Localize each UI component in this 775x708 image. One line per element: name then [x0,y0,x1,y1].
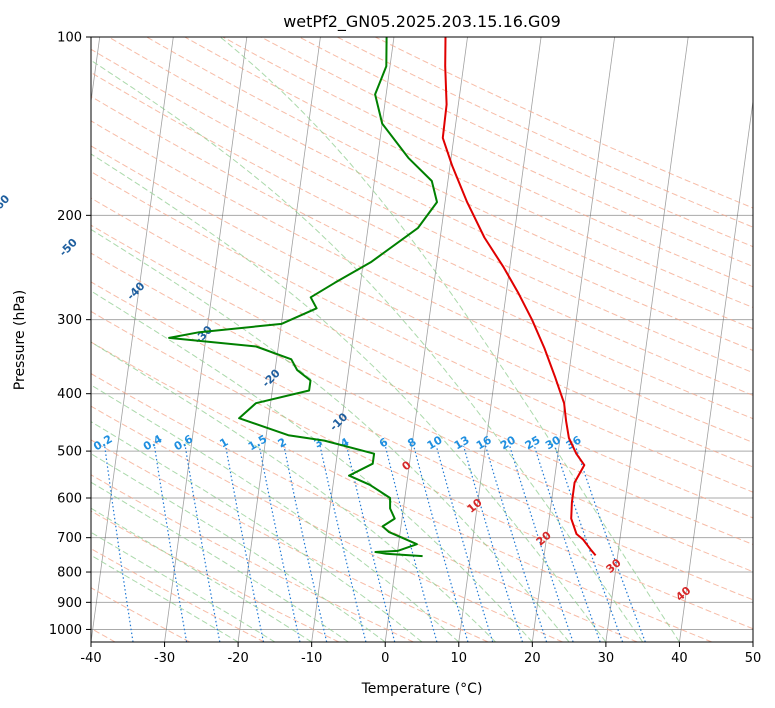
y-tick-label: 600 [57,492,82,507]
x-tick-label: 30 [598,651,615,666]
y-tick-label: 900 [57,596,82,611]
moist-adiabat-line [91,228,570,642]
y-tick-label: 100 [57,31,82,46]
dry-adiabat-line [91,224,753,546]
dry-adiabat-line [91,341,712,642]
moist-adiabat-line [91,341,496,642]
mixing-ratio-line [533,445,601,642]
dry-adiabat-line [91,48,753,374]
mixing-ratio-line [104,445,134,642]
dry-adiabat-line [260,37,753,268]
x-tick-label: 40 [671,651,688,666]
y-axis-title: Pressure (hPa) [12,290,28,390]
mixing-ratio-line [184,445,221,642]
dry-adiabat-line [91,145,753,468]
y-tick-label: 300 [57,313,82,328]
moist-adiabat-line [91,453,386,642]
y-tick-label: 500 [57,445,82,460]
moist-adiabat-line [91,153,607,642]
x-tick-label: 20 [524,651,541,666]
x-axis-title: Temperature (°C) [361,681,483,697]
isotherm-line [679,98,753,642]
dry-adiabat-line [91,120,753,444]
x-tick-label: 50 [745,651,762,666]
isotherm-line [605,37,689,642]
x-tick-label: -10 [301,651,322,666]
mixing-ratio-line [283,445,328,642]
x-tick-label: -40 [80,651,101,666]
dry-adiabat-line [91,310,753,630]
mixing-ratio-line [384,445,438,642]
dry-adiabat-line [146,37,753,330]
y-tick-label: 400 [57,387,82,402]
mixing-ratio-line [574,445,646,642]
mixing-ratio-line [319,445,367,642]
dry-adiabat-line [91,171,753,493]
mixing-ratio-line [258,445,301,642]
dry-adiabat-line [91,474,414,642]
x-tick-label: -20 [227,651,248,666]
isotherm-line [164,37,248,642]
y-tick-label: 800 [57,566,82,581]
x-tick-label: 0 [381,651,389,666]
dry-adiabat-line [108,37,753,351]
dry-adiabat-line [375,37,753,209]
moist-adiabat-line [219,37,680,642]
plot-frame [90,36,754,643]
dry-adiabat-line [298,37,753,248]
isotherm-line [458,37,542,642]
dry-adiabat-line [184,37,753,309]
mixing-ratio-line [225,445,265,642]
y-axis-ticks: 100 200 300 400 500 600 700 800 900 1000 [49,31,91,638]
y-tick-label: 200 [57,209,82,224]
x-tick-label: -30 [154,651,175,666]
dry-adiabat-line [91,510,340,642]
mixing-ratio-line [153,445,188,642]
x-axis-ticks: -40 -30 -20 -10 0 10 20 30 40 50 [80,642,761,666]
y-tick-label: 700 [57,531,82,546]
moist-adiabat-line [91,290,533,642]
dewpoint-profile-line [168,37,438,558]
moist-adiabat-line [91,59,644,642]
x-tick-label: 10 [451,651,468,666]
sounding-series [168,37,597,558]
chart-title: wetPf2_GN05.2025.203.15.16.G09 [283,12,561,32]
moist-adiabat-line [91,507,312,642]
isotherm-line [531,37,616,642]
isotherm-line [91,37,174,642]
dry-adiabat-line [91,197,753,519]
isotherm-line [384,37,468,642]
temperature-profile-line [441,37,597,557]
isotherm-line [237,37,321,642]
y-tick-label: 1000 [49,623,82,638]
